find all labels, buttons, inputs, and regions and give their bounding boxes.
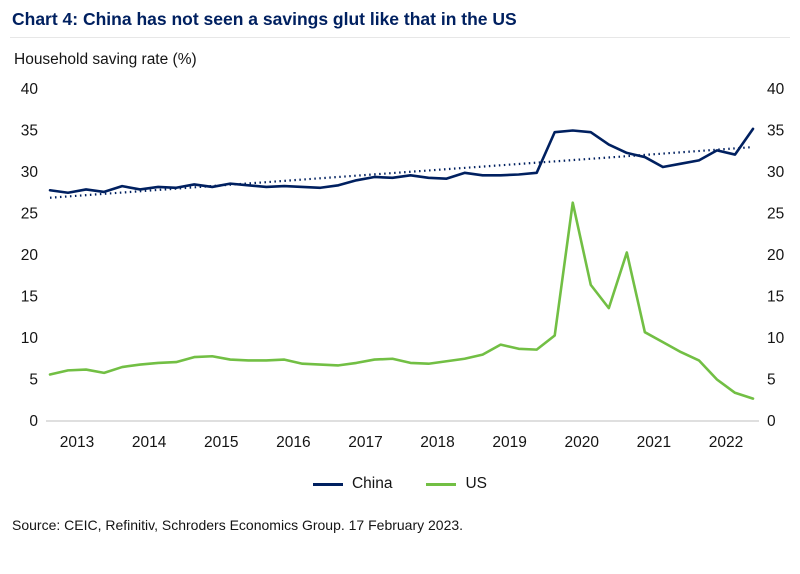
y-tick-label-left: 0 xyxy=(29,413,38,430)
y-tick-label-right: 30 xyxy=(767,164,785,181)
x-tick-label: 2016 xyxy=(276,434,310,451)
y-tick-label-right: 0 xyxy=(767,413,776,430)
y-tick-label-left: 35 xyxy=(21,123,38,140)
y-tick-label-left: 15 xyxy=(21,289,38,306)
y-tick-label-right: 35 xyxy=(767,123,784,140)
y-tick-label-right: 40 xyxy=(767,81,785,98)
legend-item-china: China xyxy=(312,475,393,493)
source-text: Source: CEIC, Refinitiv, Schroders Econo… xyxy=(12,517,464,533)
y-tick-label-right: 5 xyxy=(767,372,776,389)
y-tick-label-right: 15 xyxy=(767,289,784,306)
y-tick-label-right: 20 xyxy=(767,247,785,264)
legend-label-us: US xyxy=(465,475,488,492)
legend-label-china: China xyxy=(351,475,393,492)
y-tick-label-left: 20 xyxy=(21,247,39,264)
china-series-line xyxy=(48,127,755,195)
x-tick-label: 2021 xyxy=(637,434,671,451)
title-divider xyxy=(10,37,790,38)
us-series-line xyxy=(48,201,755,400)
y-tick-label-left: 25 xyxy=(21,206,38,223)
x-tick-label: 2017 xyxy=(348,434,382,451)
y-axis-title: Household saving rate (%) xyxy=(14,51,197,68)
y-tick-label-right: 10 xyxy=(767,330,785,347)
y-tick-label-left: 10 xyxy=(21,330,39,347)
x-tick-label: 2018 xyxy=(420,434,454,451)
y-tick-label-right: 25 xyxy=(767,206,784,223)
chart-legend: China US xyxy=(0,475,800,493)
china-trendline xyxy=(49,146,754,199)
y-tick-label-left: 30 xyxy=(21,164,39,181)
chart-title: Chart 4: China has not seen a savings gl… xyxy=(12,9,517,29)
chart-card: Chart 4: China has not seen a savings gl… xyxy=(0,8,800,574)
x-tick-label: 2020 xyxy=(565,434,600,451)
china-line-swatch xyxy=(312,482,343,486)
x-tick-label: 2014 xyxy=(132,434,167,451)
x-tick-label: 2022 xyxy=(709,434,743,451)
y-tick-label-left: 5 xyxy=(29,372,38,389)
x-tick-label: 2015 xyxy=(204,434,238,451)
x-tick-label: 2013 xyxy=(60,434,94,451)
us-line-swatch xyxy=(426,482,457,486)
x-tick-label: 2019 xyxy=(492,434,526,451)
y-tick-label-left: 40 xyxy=(21,81,39,98)
legend-item-us: US xyxy=(426,475,487,493)
